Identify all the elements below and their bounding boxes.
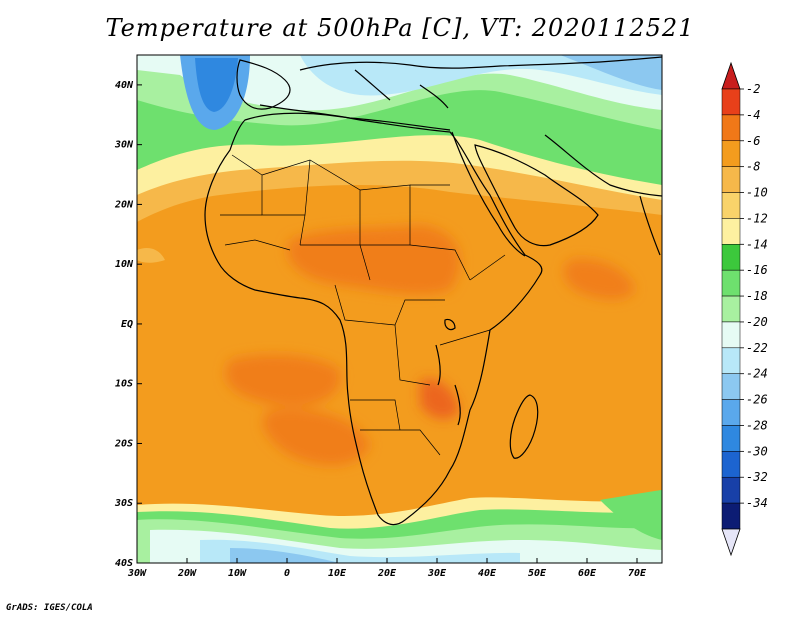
colorbar-label: -24 — [746, 367, 768, 381]
colorbar-label: -8 — [746, 160, 760, 174]
colorbar-swatch — [721, 192, 741, 219]
colorbar-swatch — [721, 166, 741, 193]
y-axis: 40N 30N 20N 10N EQ 10S 20S 30S 40S — [114, 80, 142, 569]
colorbar-label: -34 — [746, 496, 768, 510]
colorbar-label: -14 — [746, 237, 768, 251]
colorbar-top-arrow — [721, 61, 741, 90]
y-tick-label: 10N — [115, 259, 134, 270]
temperature-field — [137, 55, 662, 563]
y-tick-label: EQ — [121, 319, 133, 330]
colorbar-label: -20 — [746, 315, 768, 329]
x-tick-label: 40E — [478, 568, 497, 579]
x-tick-label: 10E — [328, 568, 347, 579]
colorbar-swatch — [721, 244, 741, 271]
borders — [220, 154, 506, 456]
x-tick-label: 70E — [628, 568, 647, 579]
colorbar-label: -32 — [746, 470, 768, 484]
y-tick-label: 20N — [114, 199, 134, 210]
x-tick-label: 20W — [177, 568, 197, 579]
x-tick-label: 10W — [228, 568, 247, 579]
colorbar-label: -6 — [746, 134, 760, 148]
colorbar-label: -28 — [746, 418, 768, 432]
y-tick-label: 30S — [114, 498, 133, 509]
x-tick-label: 30W — [127, 568, 147, 579]
colorbar-label: -10 — [746, 186, 768, 200]
colorbar-swatch — [721, 321, 741, 349]
colorbar-swatch — [721, 218, 741, 245]
colorbar-swatch — [721, 373, 741, 400]
x-tick-label: 30E — [427, 568, 447, 579]
colorbar-swatch — [721, 399, 741, 426]
x-tick-label: 60E — [578, 568, 597, 579]
colorbar-label: -26 — [746, 393, 768, 407]
y-tick-label: 10S — [115, 379, 133, 390]
colorbar-swatch — [721, 114, 741, 142]
colorbar-swatch — [721, 502, 741, 530]
colorbar-swatch — [721, 476, 741, 504]
colorbar-label: -22 — [746, 341, 768, 355]
colorbar-swatch — [721, 88, 741, 116]
y-tick-label: 20S — [114, 438, 133, 449]
y-tick-label: 40N — [115, 80, 134, 91]
y-tick-label: 30N — [114, 140, 134, 151]
colorbar-swatch — [721, 140, 741, 167]
colorbar-label: -30 — [746, 444, 768, 458]
colorbar-bottom-arrow — [721, 528, 741, 557]
colorbar-label: -18 — [746, 289, 768, 303]
y-tick-label: 40S — [115, 558, 133, 569]
colorbar-label: -12 — [746, 211, 768, 225]
colorbar-swatch — [721, 347, 741, 374]
colorbar-swatch — [721, 425, 741, 452]
colorbar-swatch — [721, 451, 741, 478]
map-title: Temperature at 500hPa [C], VT: 202011252… — [105, 14, 695, 42]
x-tick-label: 20E — [377, 568, 397, 579]
colorbar-label: -16 — [746, 263, 768, 277]
credit-label: GrADS: IGES/COLA — [6, 603, 93, 613]
colorbar-swatch — [721, 295, 741, 323]
colorbar-swatch — [721, 269, 741, 297]
coastlines — [204, 56, 662, 526]
colorbar: -2 -4 -6 -8 -10 -12 -14 -16 -18 -20 -22 -24 -26 -28 -3… — [721, 61, 768, 557]
x-tick-label: 0 — [284, 568, 290, 579]
colorbar-label: -2 — [746, 82, 760, 96]
x-axis: 30W 20W 10W 0 10E 20E 30E 40E 50E 60E 70E — [127, 558, 647, 579]
colorbar-label: -4 — [746, 108, 760, 122]
map-frame — [136, 54, 663, 564]
x-tick-label: 50E — [528, 568, 547, 579]
